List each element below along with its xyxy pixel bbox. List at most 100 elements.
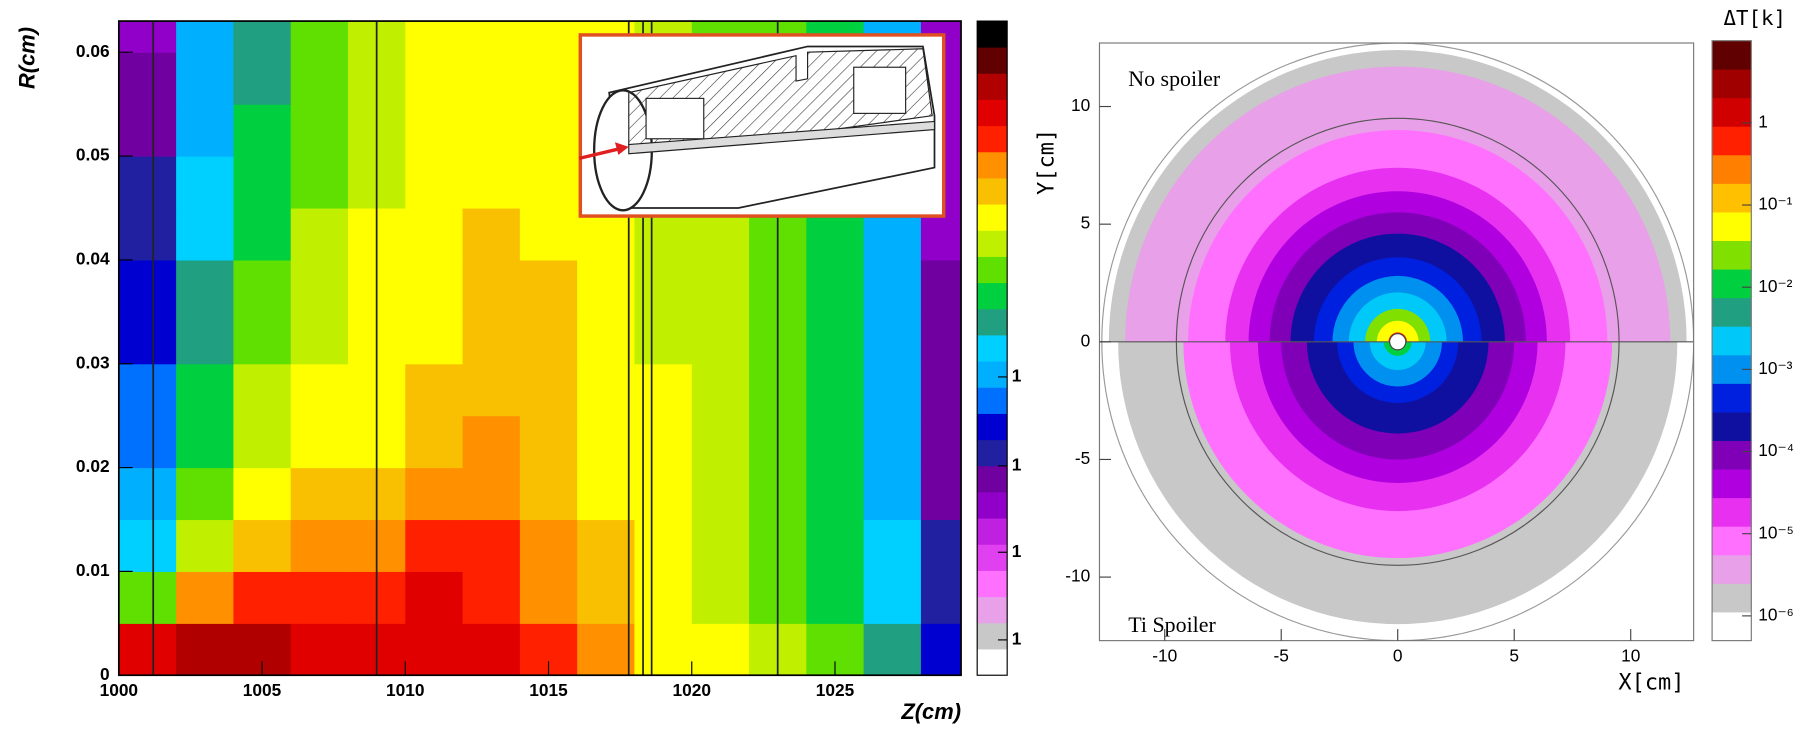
colorbar-tick-label: 1 (1012, 541, 1022, 561)
colorbar-cell (977, 152, 1007, 179)
heat-cell (463, 468, 521, 520)
heat-cell (405, 0, 463, 52)
heat-cell (463, 416, 521, 468)
heat-cell (405, 571, 463, 623)
heat-cell (463, 519, 521, 571)
heat-cell (405, 468, 463, 520)
heat-cell (520, 52, 578, 104)
heat-cell (463, 208, 521, 260)
heat-cell (119, 519, 177, 571)
heat-cell (291, 260, 349, 312)
x-tick-label: 5 (1509, 645, 1519, 665)
heat-cell (692, 416, 750, 468)
heat-cell (864, 468, 922, 520)
heat-cell (233, 208, 291, 260)
heat-cell (233, 519, 291, 571)
x-tick-label: -5 (1274, 645, 1289, 665)
inset-block (646, 98, 704, 138)
heat-cell (463, 0, 521, 52)
colorbar-cell (1712, 412, 1751, 441)
colorbar-cell (1712, 526, 1751, 555)
heat-cell (864, 260, 922, 312)
heat-cell (921, 416, 979, 468)
heat-cell (864, 364, 922, 416)
heat-cell (176, 52, 234, 104)
heat-cell (233, 52, 291, 104)
colorbar-tick-label: 10⁻² (1758, 276, 1792, 296)
polar-map (1099, 43, 1693, 641)
colorbar-cell (977, 649, 1007, 676)
colorbar-cell (977, 230, 1007, 257)
heat-cell (119, 260, 177, 312)
colorbar-tick-label: 1 (1012, 366, 1022, 386)
heat-cell (520, 571, 578, 623)
heat-cell (520, 260, 578, 312)
y-tick-label: -10 (1065, 566, 1090, 586)
heat-cell (119, 416, 177, 468)
colorbar-cell (977, 47, 1007, 74)
heat-cell (119, 104, 177, 156)
colorbar-cell (977, 414, 1007, 441)
heat-cell (806, 312, 864, 364)
heat-cell (405, 364, 463, 416)
heat-cell (176, 416, 234, 468)
colorbar-cell (1712, 498, 1751, 527)
x-tick-label: 1015 (529, 680, 568, 700)
colorbar-cell (977, 257, 1007, 284)
heat-cell (233, 0, 291, 52)
heat-cell (463, 156, 521, 208)
heat-cell (291, 312, 349, 364)
heat-cell (405, 52, 463, 104)
y-tick-label: 0 (100, 664, 110, 684)
y-tick-label: 0.03 (76, 352, 110, 372)
y-axis-label: Y[cm] (1035, 129, 1060, 195)
colorbar-cell (1712, 384, 1751, 413)
colorbar-cell (1712, 298, 1751, 327)
colorbar-cell (977, 597, 1007, 624)
heat-cell (176, 260, 234, 312)
y-axis-label: R(cm) (15, 27, 40, 89)
heat-cell (577, 571, 635, 623)
heat-cell (463, 623, 521, 675)
heat-cell (463, 571, 521, 623)
colorbar-cell (1712, 555, 1751, 584)
colorbar-cell (977, 21, 1007, 48)
y-tick-label: 0.02 (76, 456, 110, 476)
heat-cell (119, 623, 177, 675)
heat-cell (233, 312, 291, 364)
heat-cell (291, 416, 349, 468)
heat-cell (291, 0, 349, 52)
colorbar-title: ΔT[k] (1724, 6, 1786, 30)
heat-cell (119, 52, 177, 104)
heat-cell (405, 104, 463, 156)
heat-cell (577, 519, 635, 571)
colorbar-cell (1712, 41, 1751, 70)
colorbar-tick-label: 10⁻³ (1758, 358, 1792, 378)
heat-cell (520, 0, 578, 52)
heat-cell (577, 260, 635, 312)
heat-cell (921, 312, 979, 364)
heat-cell (463, 104, 521, 156)
heat-cell (176, 312, 234, 364)
heat-cell (520, 416, 578, 468)
colorbar-cell (1712, 326, 1751, 355)
heat-cell (405, 208, 463, 260)
y-tick-label: 0.06 (76, 41, 110, 61)
heat-cell (176, 364, 234, 416)
heat-cell (119, 156, 177, 208)
colorbar-cell (977, 73, 1007, 100)
heat-cell (520, 208, 578, 260)
heat-cell (806, 416, 864, 468)
x-axis-label: Z(cm) (900, 699, 961, 724)
heat-cell (692, 519, 750, 571)
heat-cell (520, 312, 578, 364)
heat-cell (692, 468, 750, 520)
heat-cell (119, 0, 177, 52)
colorbar-cell (977, 178, 1007, 205)
heat-cell (520, 156, 578, 208)
heat-cell (291, 52, 349, 104)
colorbar-cell (1712, 155, 1751, 184)
heat-cell (692, 571, 750, 623)
y-tick-label: -5 (1075, 448, 1090, 468)
colorbar-cell (977, 492, 1007, 519)
